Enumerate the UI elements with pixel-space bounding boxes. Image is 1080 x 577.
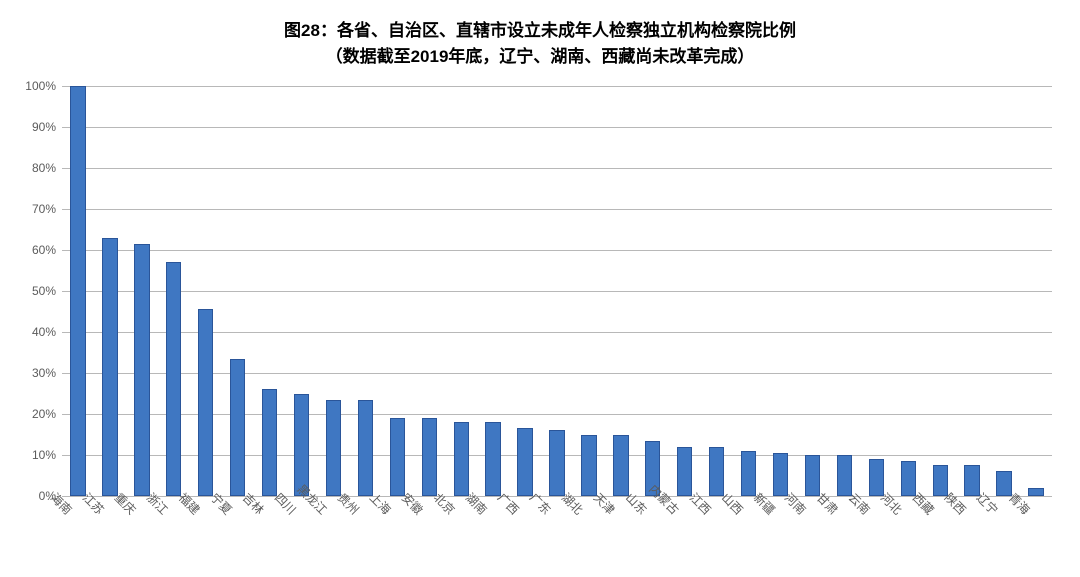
- bar: [230, 359, 245, 496]
- bar: [198, 309, 213, 496]
- bar: [709, 447, 724, 496]
- bar: [166, 262, 181, 496]
- bar: [901, 461, 916, 496]
- y-tick-label: 90%: [32, 120, 56, 134]
- bar: [70, 86, 85, 496]
- y-tick-label: 20%: [32, 407, 56, 421]
- bar: [837, 455, 852, 496]
- y-tick-label: 70%: [32, 202, 56, 216]
- bar: [677, 447, 692, 496]
- y-tick-label: 10%: [32, 448, 56, 462]
- bar: [964, 465, 979, 496]
- y-tick-label: 40%: [32, 325, 56, 339]
- bar: [741, 451, 756, 496]
- bar: [581, 435, 596, 497]
- bar: [422, 418, 437, 496]
- bar: [517, 428, 532, 496]
- bar: [358, 400, 373, 496]
- bar: [134, 244, 149, 496]
- bars-layer: [62, 86, 1052, 496]
- bar: [326, 400, 341, 496]
- y-tick-label: 30%: [32, 366, 56, 380]
- bar: [454, 422, 469, 496]
- y-tick-label: 80%: [32, 161, 56, 175]
- y-tick-label: 60%: [32, 243, 56, 257]
- chart-title-line2: （数据截至2019年底，辽宁、湖南、西藏尚未改革完成）: [0, 44, 1080, 70]
- bar: [294, 394, 309, 497]
- bar: [262, 389, 277, 496]
- bar: [933, 465, 948, 496]
- bar: [613, 435, 628, 497]
- bar: [1028, 488, 1043, 496]
- bar: [996, 471, 1011, 496]
- y-tick-label: 100%: [25, 79, 56, 93]
- bar: [102, 238, 117, 496]
- x-axis-labels: 海南江苏重庆浙江福建宁夏吉林四川黑龙江贵州上海安徽北京湖南广西广东湖北天津山东内…: [62, 498, 1052, 568]
- y-tick-label: 50%: [32, 284, 56, 298]
- bar: [869, 459, 884, 496]
- bar: [390, 418, 405, 496]
- bar: [485, 422, 500, 496]
- bar: [773, 453, 788, 496]
- y-tick-label: 0%: [39, 489, 56, 503]
- chart-container: 图28：各省、自治区、直辖市设立未成年人检察独立机构检察院比例 （数据截至201…: [0, 0, 1080, 577]
- bar: [805, 455, 820, 496]
- bar: [549, 430, 564, 496]
- chart-title: 图28：各省、自治区、直辖市设立未成年人检察独立机构检察院比例 （数据截至201…: [0, 18, 1080, 69]
- chart-title-line1: 图28：各省、自治区、直辖市设立未成年人检察独立机构检察院比例: [0, 18, 1080, 44]
